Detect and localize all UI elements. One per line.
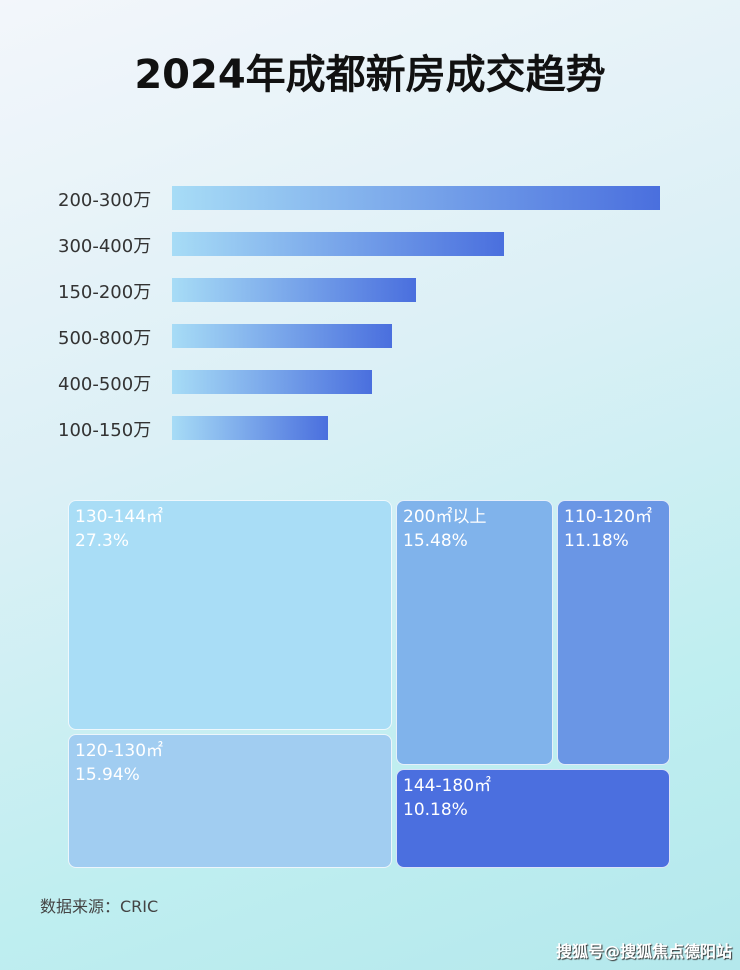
watermark: 搜狐号@搜狐焦点德阳站: [555, 942, 732, 961]
tile-value: 15.94%: [75, 765, 140, 785]
bar-label: 100-150万: [58, 420, 152, 441]
tile-label: 144-180㎡: [403, 776, 492, 796]
treemap-tile: 200㎡以上 15.48%: [396, 500, 553, 765]
bar: [172, 278, 416, 302]
tile-label: 130-144㎡: [75, 507, 164, 527]
data-source: 数据来源：CRIC: [40, 897, 159, 916]
tile-value: 10.18%: [403, 800, 468, 820]
treemap-tile: 110-120㎡ 11.18%: [557, 500, 670, 765]
bar-label: 150-200万: [58, 282, 152, 303]
bar: [172, 370, 373, 394]
bar: [172, 324, 392, 348]
bar: [172, 416, 329, 440]
bar-label: 300-400万: [58, 236, 152, 257]
tile-label: 120-130㎡: [75, 741, 164, 761]
bar-label: 400-500万: [58, 374, 152, 395]
tile-label: 200㎡以上: [403, 507, 487, 527]
bar: [172, 232, 504, 256]
bar: [172, 186, 660, 210]
bar-label: 200-300万: [58, 190, 152, 211]
treemap-tile: 120-130㎡ 15.94%: [68, 734, 392, 868]
tile-value: 11.18%: [564, 531, 629, 551]
treemap-tile: 130-144㎡ 27.3%: [68, 500, 392, 730]
bar-label: 500-800万: [58, 328, 152, 349]
tile-value: 15.48%: [403, 531, 468, 551]
treemap-tile: 144-180㎡ 10.18%: [396, 769, 670, 868]
page-title: 2024年成都新房成交趋势: [134, 52, 606, 98]
tile-value: 27.3%: [75, 531, 130, 551]
tile-label: 110-120㎡: [564, 507, 653, 527]
